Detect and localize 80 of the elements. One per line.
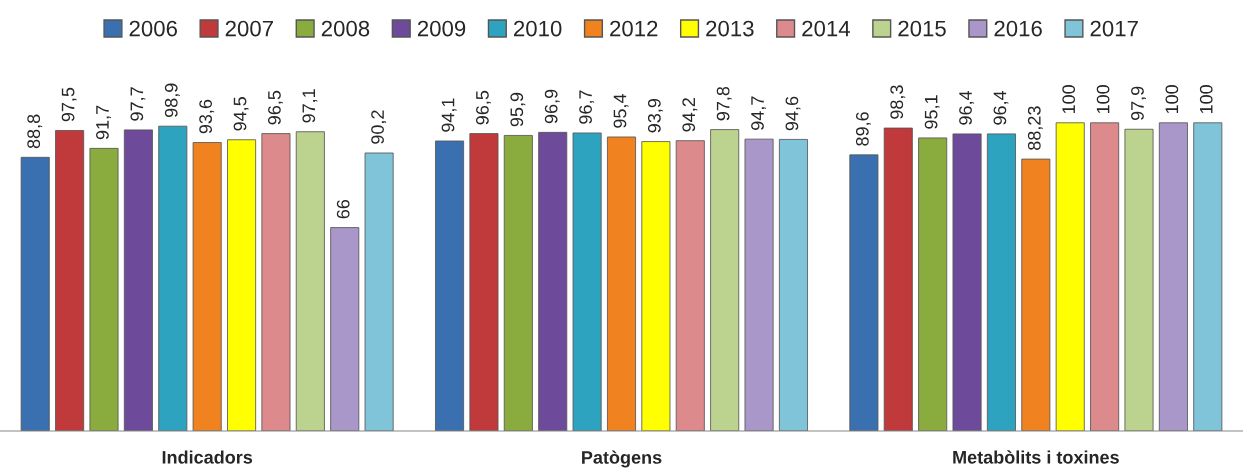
bar [227,139,257,431]
data-label: 94,1 [441,98,457,132]
data-label: 94,6 [785,96,801,131]
data-label: 94,7 [751,96,767,130]
legend-label: 2014 [802,20,850,37]
bar [849,154,879,431]
bar [1055,122,1085,431]
data-label: 98,3 [890,85,906,119]
data-label: 95,1 [924,95,940,129]
data-label: 97,8 [716,86,732,121]
data-label: 98,9 [164,83,180,117]
legend-label: 2007 [225,20,273,37]
bar [123,129,153,431]
data-label: 66 [336,199,350,219]
bar [572,132,602,431]
data-label: 96,7 [579,90,595,124]
data-label: 93,9 [647,98,663,133]
x-tick-label: Patògens [582,450,662,468]
legend-label: 2016 [994,20,1042,37]
bar [20,156,50,431]
legend-label: 2006 [129,20,177,37]
bar [1193,122,1223,431]
legend-label: 2008 [321,20,370,37]
bar [364,152,394,431]
data-label: 95,4 [613,94,629,128]
bar [918,137,948,431]
bar [192,142,222,431]
bar [744,138,774,431]
bar [883,127,913,431]
data-label: 100 [1165,85,1179,114]
legend-label: 2013 [706,20,754,37]
x-tick-label: Indicadors [162,450,253,464]
bar [538,131,568,431]
data-label: 97,1 [302,89,318,123]
data-label: 97,9 [1131,86,1146,121]
bar [641,141,671,431]
data-label: 96,5 [268,90,283,125]
bar [675,140,705,431]
data-label: 100 [1062,85,1076,114]
legend-label: 2015 [898,20,946,37]
bar [295,131,325,431]
data-label: 94,2 [682,98,698,132]
x-tick-label: Metabòlits i toxines [953,450,1119,464]
bar [1158,122,1188,431]
bar [1124,128,1154,431]
data-label: 95,9 [510,92,526,127]
data-label: 88,8 [27,114,43,149]
bar [710,129,740,431]
bar [435,140,465,431]
data-label: 96,9 [544,89,560,124]
bar [469,133,499,431]
legend-label: 2017 [1090,20,1138,37]
bar [778,139,808,431]
bar [1021,158,1051,431]
data-label: 93,6 [199,99,215,134]
data-label: 100 [1199,85,1213,114]
data-label: 89,6 [855,112,871,146]
bar [89,147,119,431]
bar [330,227,360,431]
data-label: 91,7 [96,105,111,140]
bar [986,133,1016,431]
bar [158,125,188,431]
bar [503,135,533,431]
legend-label: 2012 [610,20,658,37]
data-label: 88,23 [1027,106,1043,150]
bar [952,133,982,431]
bar [1090,122,1120,431]
data-label: 100 [1096,85,1110,114]
data-label: 94,5 [233,97,249,131]
data-label: 96,5 [476,90,491,125]
data-label: 96,4 [993,90,1009,125]
data-label: 97,5 [61,87,77,122]
bar [606,136,637,431]
legend-label: 2010 [514,20,562,37]
bar [261,133,291,431]
bar [55,130,85,431]
data-label: 90,2 [371,110,387,144]
data-label: 96,4 [959,90,975,125]
legend-label: 2009 [417,20,466,37]
data-label: 97,7 [130,87,146,121]
